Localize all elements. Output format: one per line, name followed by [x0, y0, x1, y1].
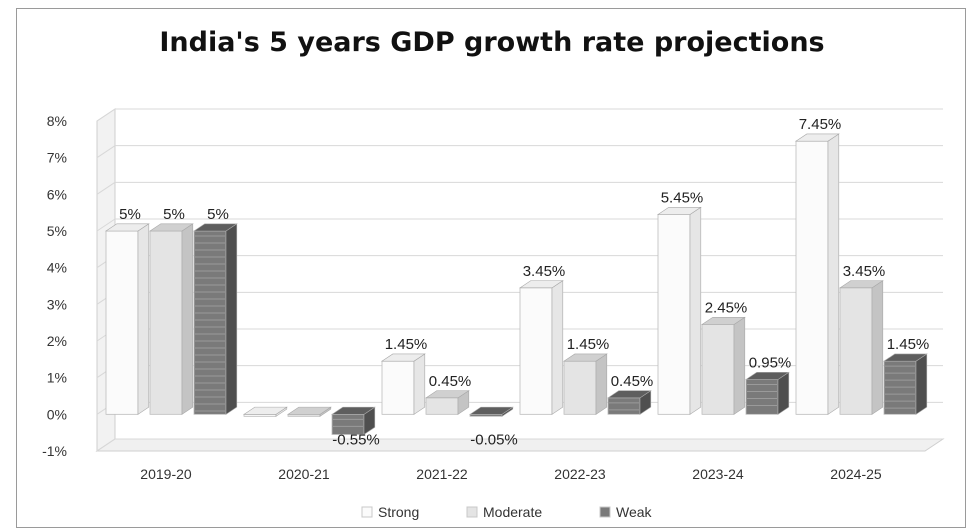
data-label: 5.45% [661, 190, 704, 207]
legend-label-weak: Weak [616, 504, 653, 520]
legend-swatch-weak [600, 507, 610, 517]
data-label: 0.45% [429, 373, 472, 390]
bar-side [414, 354, 425, 414]
legend-label-moderate: Moderate [483, 504, 542, 520]
bar-moderate-2019-20 [150, 224, 193, 415]
bar-front [564, 361, 596, 414]
x-tick-label: 2020-21 [278, 466, 330, 482]
bar-moderate-2021-22 [426, 391, 469, 415]
bar-moderate-2023-24 [702, 317, 745, 414]
data-label: 0.95% [749, 355, 792, 372]
data-label: 2.45% [705, 300, 748, 317]
bar-front [608, 398, 640, 415]
data-label: 3.45% [523, 263, 566, 280]
x-axis: 2019-20 2020-21 2021-22 2022-23 2023-24 2024-… [140, 466, 882, 482]
bars [106, 134, 927, 435]
bar-front [702, 325, 734, 415]
y-tick-label: 7% [47, 150, 67, 166]
bar-weak-2019-20 [194, 224, 237, 415]
data-label: 5% [119, 206, 141, 223]
chart-title: India's 5 years GDP growth rate projecti… [159, 27, 824, 58]
bar-moderate-2022-23 [564, 354, 607, 414]
bar-side [182, 224, 193, 415]
y-tick-label: 8% [47, 113, 67, 129]
bar-weak-2022-23 [608, 391, 651, 415]
bar-moderate-2024-25 [840, 281, 883, 415]
y-axis: 8% 7% 6% 5% 4% 3% 2% 1% 0% -1% [42, 113, 67, 459]
bar-front [520, 288, 552, 415]
bar-front [840, 288, 872, 415]
bar-side [734, 317, 745, 414]
y-tick-label: -1% [42, 443, 67, 459]
y-tick-label: 6% [47, 186, 67, 202]
bar-front [796, 141, 828, 414]
legend: Strong Moderate Weak [362, 504, 653, 520]
data-label: -0.55% [332, 431, 380, 448]
bar-weak-2021-22 [470, 407, 513, 416]
y-tick-label: 5% [47, 223, 67, 239]
bar-moderate-2020-21 [288, 407, 331, 416]
gdp-chart: India's 5 years GDP growth rate projecti… [17, 9, 967, 529]
bar-front [194, 231, 226, 414]
bar-side [226, 224, 237, 415]
bar-front [658, 215, 690, 415]
data-label: 3.45% [843, 263, 886, 280]
bar-side [596, 354, 607, 414]
bar-weak-2023-24 [746, 372, 789, 414]
bar-strong-2023-24 [658, 207, 701, 414]
x-tick-label: 2024-25 [830, 466, 882, 482]
bar-strong-2022-23 [520, 281, 563, 415]
data-label: 1.45% [887, 336, 930, 353]
y-tick-label: 1% [47, 370, 67, 386]
data-label: 5% [163, 206, 185, 223]
data-label: 7.45% [799, 116, 842, 133]
y-tick-label: 0% [47, 406, 67, 422]
data-label: 0.45% [611, 373, 654, 390]
bar-side [138, 224, 149, 415]
bar-strong-2019-20 [106, 224, 149, 415]
data-label: -0.05% [470, 431, 518, 448]
x-tick-label: 2023-24 [692, 466, 744, 482]
x-tick-label: 2019-20 [140, 466, 192, 482]
data-label: 5% [207, 206, 229, 223]
bar-side [552, 281, 563, 415]
chart-frame: India's 5 years GDP growth rate projecti… [16, 8, 966, 528]
x-tick-label: 2022-23 [554, 466, 606, 482]
legend-swatch-moderate [467, 507, 477, 517]
bar-side [872, 281, 883, 415]
y-tick-label: 4% [47, 260, 67, 276]
bar-front [426, 398, 458, 415]
bar-front [106, 231, 138, 414]
legend-label-strong: Strong [378, 504, 419, 520]
legend-swatch-strong [362, 507, 372, 517]
bar-strong-2020-21 [244, 407, 287, 416]
floor [97, 439, 943, 451]
y-tick-label: 2% [47, 333, 67, 349]
bar-strong-2024-25 [796, 134, 839, 414]
bar-side [916, 354, 927, 414]
bar-side [690, 207, 701, 414]
data-label: 1.45% [567, 336, 610, 353]
x-tick-label: 2021-22 [416, 466, 468, 482]
data-label: 1.45% [385, 336, 428, 353]
bar-weak-2024-25 [884, 354, 927, 414]
bar-strong-2021-22 [382, 354, 425, 414]
bar-front [150, 231, 182, 414]
bar-front [884, 361, 916, 414]
bar-side [828, 134, 839, 414]
y-tick-label: 3% [47, 296, 67, 312]
bar-front [382, 361, 414, 414]
